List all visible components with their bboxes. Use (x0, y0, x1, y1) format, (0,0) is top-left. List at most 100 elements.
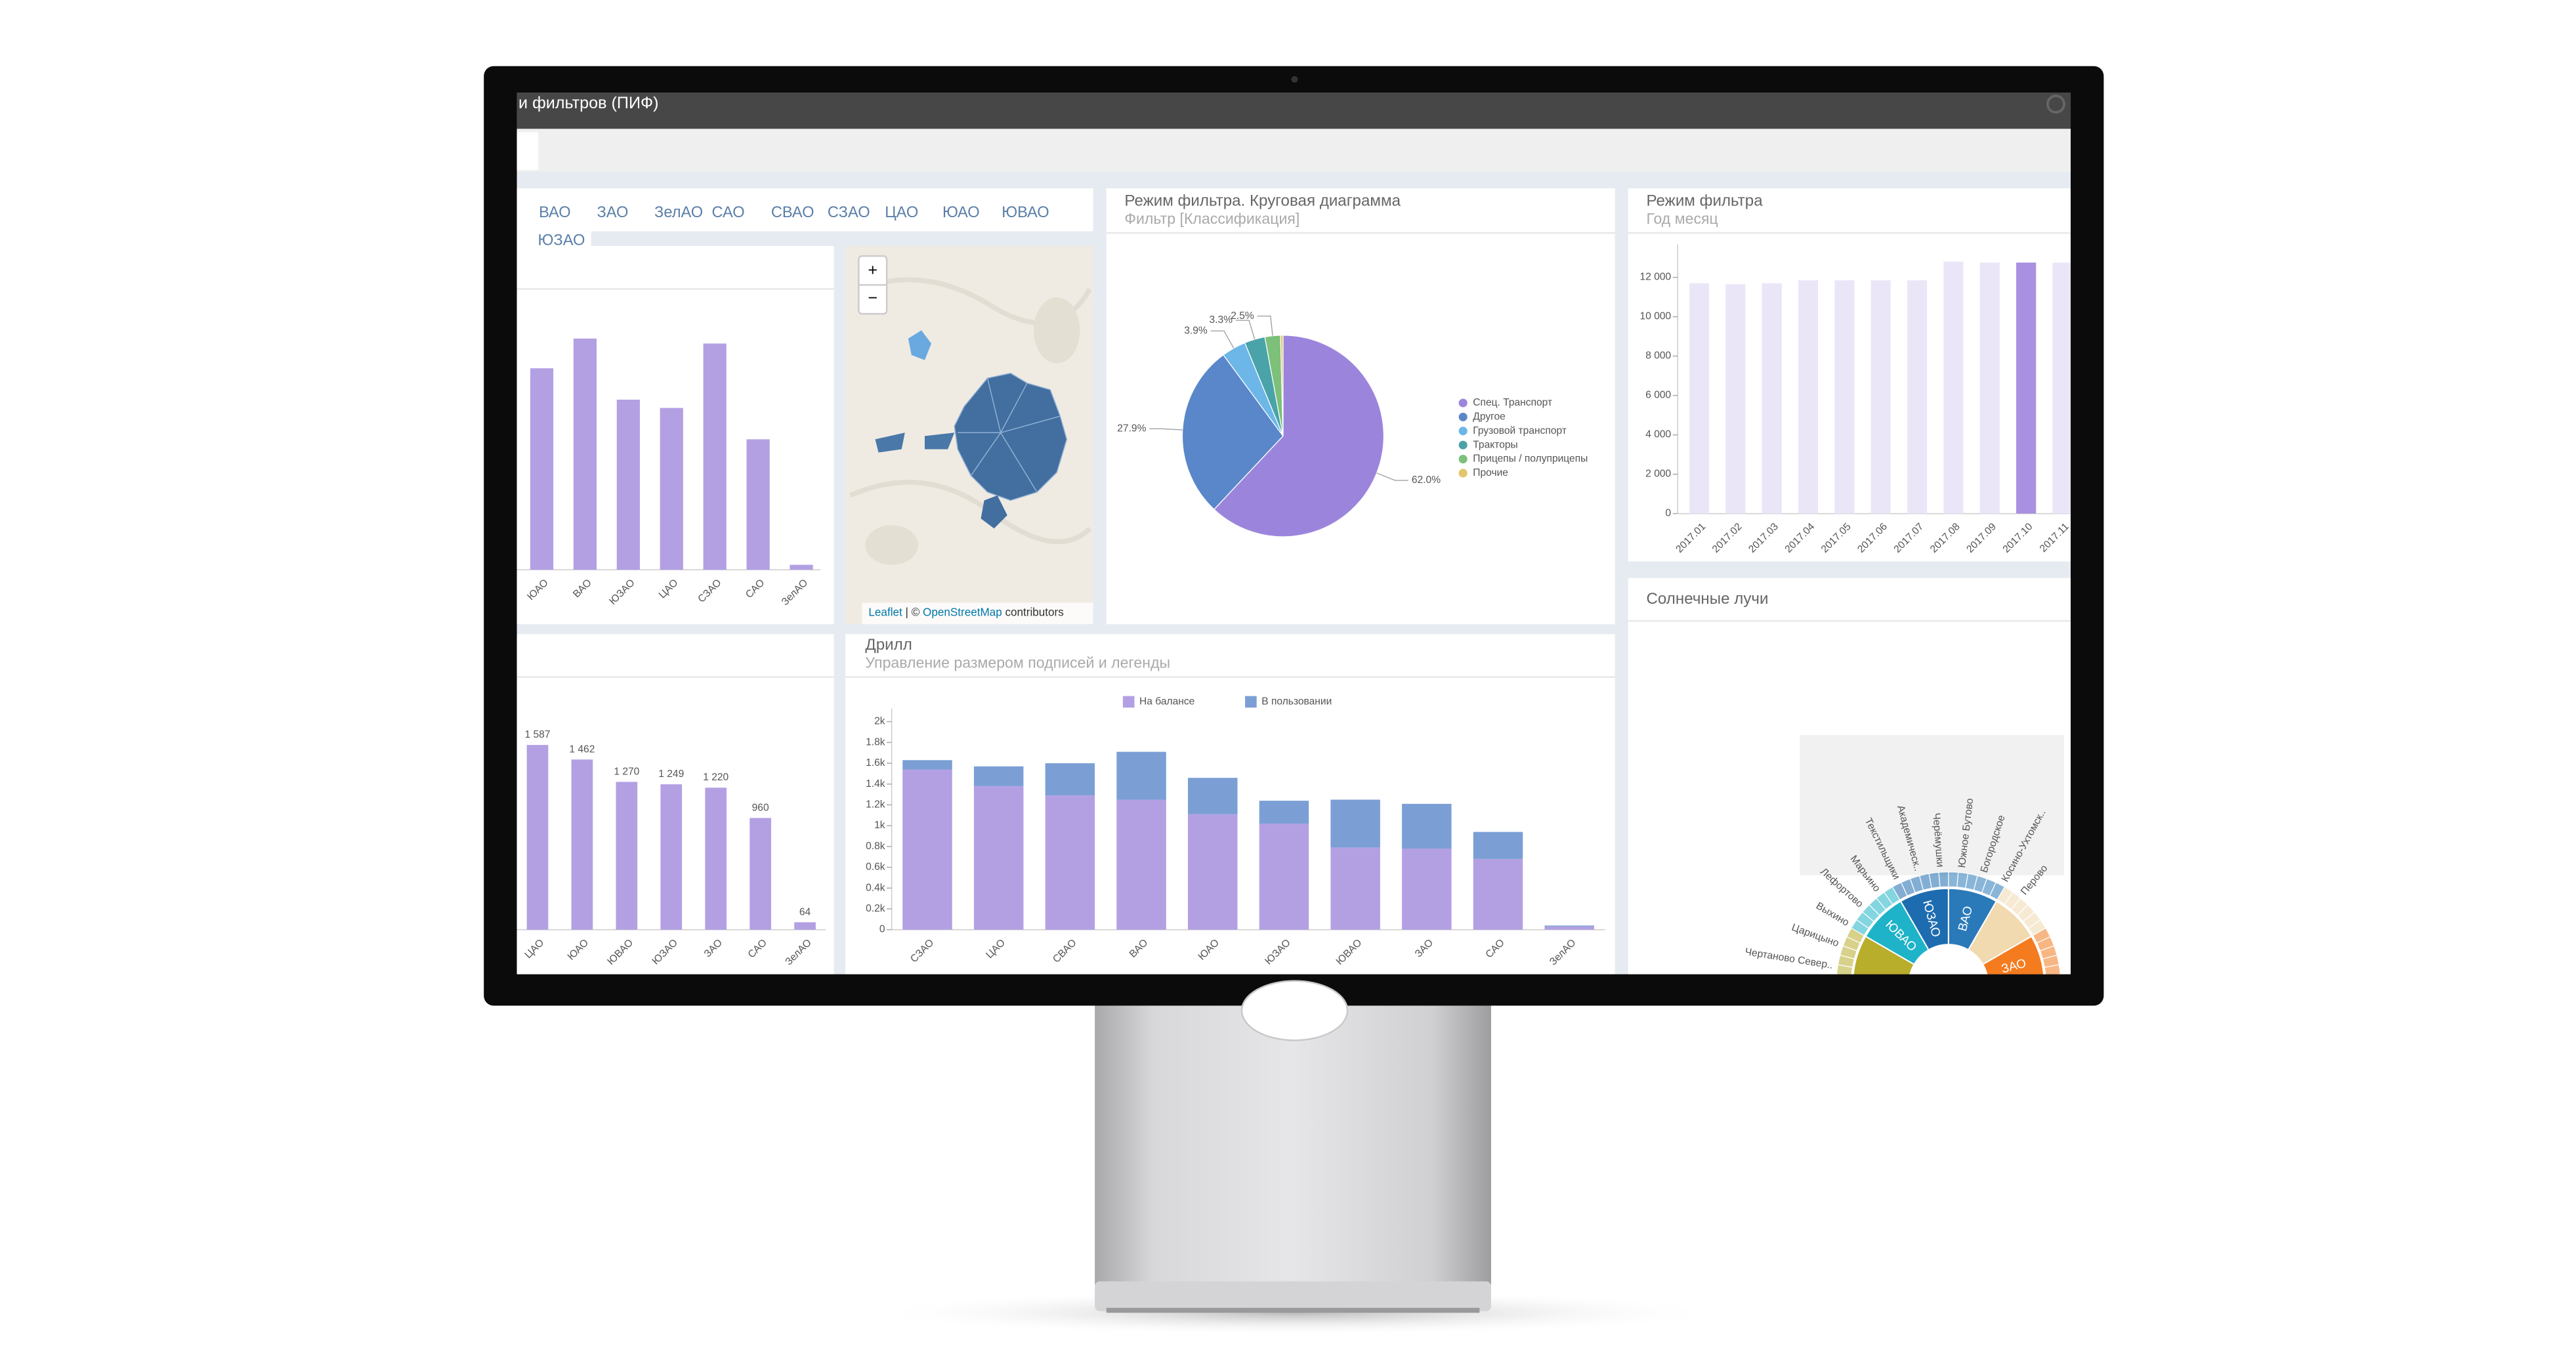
attribution-link[interactable]: OpenStreetMap (923, 606, 1002, 618)
panel-title: Солнечные лучи (1646, 590, 1768, 608)
filter-chip[interactable]: ЮВАО (1002, 204, 1049, 221)
data-label: 2.5% (1231, 310, 1254, 322)
bar-segment (1188, 778, 1238, 814)
bar (573, 338, 597, 570)
bar (530, 368, 554, 570)
bar (1689, 283, 1710, 514)
filter-chip[interactable]: ЗАО (597, 204, 628, 221)
leader-line (1210, 330, 1235, 348)
map-area (1034, 297, 1080, 364)
filter-chip[interactable]: СЗАО (828, 204, 870, 221)
y-tick-label: 1.4k (866, 778, 885, 790)
y-tick-label: 0.6k (866, 862, 885, 873)
bar-segment (1402, 848, 1452, 930)
y-tick-label: 1.2k (866, 799, 885, 811)
bar-segment (1259, 801, 1309, 824)
legend-label[interactable]: Грузовой транспорт (1473, 425, 1567, 436)
bar (750, 818, 771, 930)
attribution-text: | © (906, 606, 920, 618)
legend-label[interactable]: Прочие (1473, 467, 1508, 478)
legend-swatch (1458, 455, 1467, 464)
sunburst-tooltip-bg (1800, 734, 2065, 875)
data-label: 27.9% (1117, 423, 1146, 434)
y-tick-label: 12 000 (1640, 272, 1672, 283)
bar-segment (973, 766, 1024, 786)
sunburst-segment[interactable] (1947, 887, 1998, 951)
attribution-link[interactable]: Leaflet (868, 606, 902, 618)
sunburst-segment[interactable] (1981, 935, 2044, 984)
sunburst-segment[interactable] (1967, 900, 2033, 965)
y-tick-label: 1k (874, 820, 885, 831)
bar-segment (1116, 751, 1166, 800)
bar-segment (902, 760, 952, 770)
y-tick-label: 0 (879, 924, 885, 935)
y-tick-label: 1.6k (866, 757, 885, 769)
sunburst-segment[interactable] (1852, 935, 1916, 984)
filter-chip[interactable]: ЮЗАО (538, 232, 585, 249)
y-tick-label: 4 000 (1645, 429, 1671, 440)
legend-label[interactable]: Тракторы (1473, 439, 1517, 450)
bar (660, 784, 683, 930)
filter-chip[interactable]: ВАО (539, 204, 571, 221)
sunburst-leaf[interactable] (1938, 871, 1949, 888)
stand-foot (1106, 1307, 1480, 1313)
filter-chip[interactable]: ЦАО (885, 204, 918, 221)
bar (794, 922, 816, 930)
filter-chip[interactable]: ЗелАО (654, 204, 703, 221)
bar (571, 759, 593, 930)
bar-segment (1045, 763, 1095, 796)
bar (1870, 280, 1891, 514)
zoom-in[interactable]: + (868, 261, 877, 279)
district[interactable] (981, 495, 1007, 529)
zoom-out[interactable]: − (868, 289, 877, 307)
map-area (865, 525, 918, 565)
map[interactable]: + − Leaflet | © OpenStreetMap contributo… (849, 255, 1093, 625)
legend-label[interactable]: В пользовании (1261, 696, 1332, 707)
stand-hole (1240, 980, 1349, 1042)
attribution-bg (862, 602, 1093, 625)
bar-segment (1544, 926, 1594, 930)
bar-segment (1473, 832, 1523, 859)
bar (705, 788, 727, 930)
legend-swatch (1245, 696, 1257, 708)
sunburst-segment[interactable] (1865, 900, 1930, 965)
y-tick-label: 2 000 (1645, 469, 1671, 480)
legend-swatch (1458, 398, 1467, 408)
panel-subtitle: Управление размером подписей и легенды (865, 654, 1170, 671)
pie-slice (1280, 335, 1284, 436)
sunburst-segment[interactable] (1899, 887, 1949, 951)
legend-label[interactable]: На балансе (1139, 696, 1194, 707)
district[interactable] (875, 432, 955, 453)
filter-chip[interactable]: ЮАО (942, 204, 980, 221)
pie-chart: 62.0% 27.9% 3.9%3.3%2.5% Спец. Транспорт Дру… (1117, 310, 1588, 537)
bar-segment (1330, 799, 1380, 848)
filter-chip[interactable]: СВАО (771, 204, 814, 221)
legend-swatch (1458, 440, 1467, 450)
attribution-text: contributors (1005, 606, 1063, 618)
data-label: 1 462 (569, 744, 595, 755)
moscow-districts[interactable] (954, 372, 1068, 501)
y-tick-label: 0.4k (866, 882, 885, 893)
legend-swatch (1458, 469, 1467, 478)
data-label: 1 220 (703, 772, 728, 783)
panel-title: Режим фильтра (1646, 192, 1763, 209)
sunburst-leaf[interactable] (2044, 964, 2061, 976)
legend-label[interactable]: Прицепы / полуприцепы (1473, 453, 1588, 465)
data-label: 1 270 (614, 766, 639, 777)
title-bar (517, 93, 2071, 129)
legend-label[interactable]: Другое (1473, 411, 1506, 423)
panel-subtitle: Год месяц (1646, 210, 1718, 227)
panel-subtitle: Фильтр [Классификация] (1124, 210, 1299, 227)
filter-chip[interactable]: САО (711, 204, 744, 221)
bar (1907, 280, 1928, 514)
bar-segment (973, 786, 1024, 930)
settings-icon[interactable] (2046, 95, 2065, 114)
legend-swatch (1458, 427, 1467, 436)
legend-label[interactable]: Спец. Транспорт (1473, 397, 1552, 408)
panel-title: Режим фильтра. Круговая диаграмма (1124, 192, 1401, 209)
district[interactable] (908, 330, 932, 360)
y-tick-label: 10 000 (1640, 311, 1672, 322)
toolbar-button[interactable] (517, 132, 539, 171)
bar-chart: 00.2k0.4k0.6k0.8k1k1.2k1.4k1.6k1.8k2kСЗА… (866, 696, 1605, 968)
